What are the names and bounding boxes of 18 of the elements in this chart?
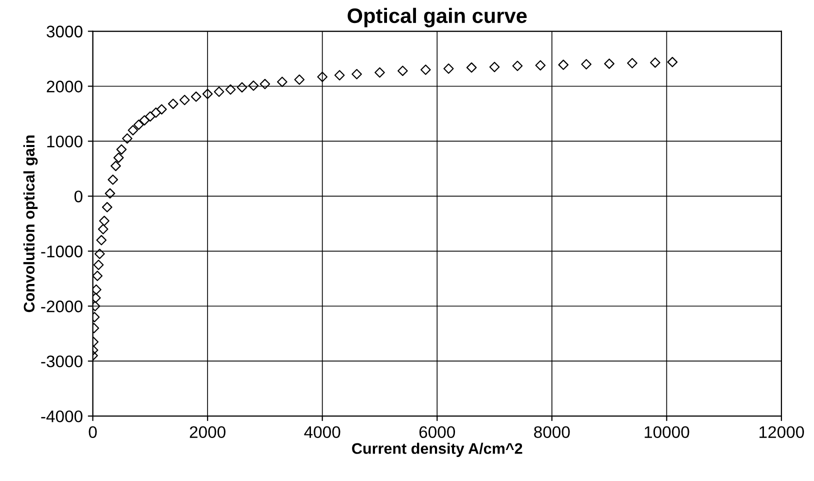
chart-title: Optical gain curve (348, 8, 527, 28)
y-tick-label: -2000 (41, 300, 82, 312)
y-tick-label: -1000 (41, 246, 82, 258)
y-tick-label: 1000 (47, 136, 82, 148)
x-tick-label: 4000 (304, 426, 340, 438)
x-tick-label: 0 (88, 426, 97, 438)
x-tick-label: 6000 (419, 426, 456, 438)
y-tick-label: -4000 (41, 410, 82, 422)
x-axis-title: Current density A/cm^2 (352, 442, 522, 457)
x-tick-label: 10000 (644, 426, 690, 438)
y-tick-label: 0 (74, 190, 82, 202)
x-tick-label: 2000 (190, 426, 226, 438)
x-tick-label: 12000 (760, 426, 804, 438)
y-tick-label: 3000 (46, 26, 82, 38)
y-tick-label: 2000 (46, 80, 82, 92)
y-axis-title: Convolution optical gain (23, 135, 38, 312)
x-tick-label: 8000 (534, 426, 570, 438)
y-tick-label: -3000 (41, 355, 82, 368)
